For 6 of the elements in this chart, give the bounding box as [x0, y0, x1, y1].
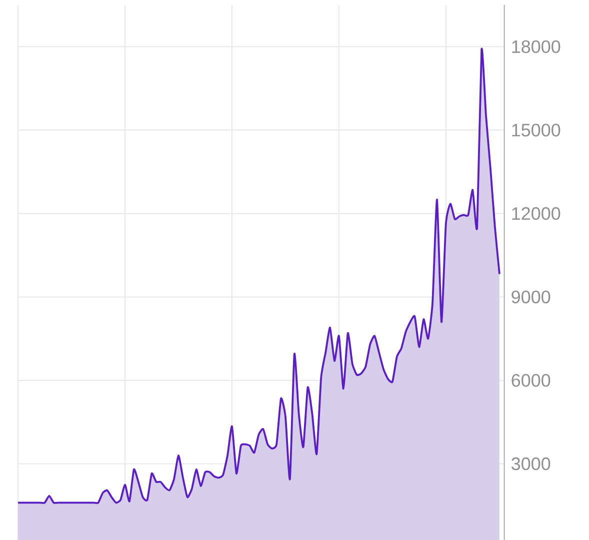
y-tick-label: 3000 — [512, 457, 550, 470]
y-tick-label: 6000 — [512, 374, 550, 387]
y-tick-label: 12000 — [512, 207, 560, 220]
y-tick-label: 18000 — [512, 40, 560, 54]
y-tick-label: 9000 — [512, 290, 550, 304]
y-tick-label: 15000 — [512, 124, 560, 136]
